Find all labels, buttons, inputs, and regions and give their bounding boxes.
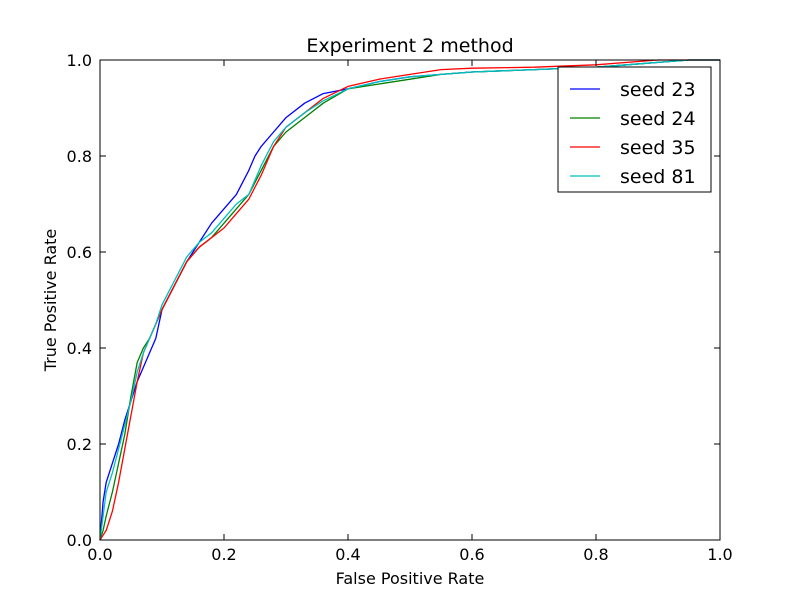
legend-label: seed 81 [620,166,696,188]
x-tick-label: 0.8 [583,545,608,564]
x-tick-label: 0.6 [459,545,484,564]
x-tick-label: 0.2 [211,545,236,564]
legend-label: seed 35 [620,137,696,159]
plot-area-frame [99,59,721,541]
legend-label: seed 24 [620,108,696,130]
series-line-seed-81 [99,59,720,541]
y-tick-label: 0.6 [67,243,92,262]
x-axis-label: False Positive Rate [336,569,485,588]
y-tick-label: 0.8 [67,147,92,166]
y-tick-label: 0.4 [67,339,92,358]
legend-box [557,66,712,193]
series-layer [99,59,720,541]
ticks-layer: 0.0 0.2 0.4 0.6 0.8 1.0 0.0 0.2 0.4 0.6 0.8 1.0 [67,51,733,564]
y-tick-label: 0.0 [67,531,92,550]
chart-title: Experiment 2 method [306,35,513,57]
y-tick-label: 0.2 [67,435,92,454]
series-line-seed-35 [99,59,720,541]
x-tick-label: 0.0 [87,545,112,564]
y-axis-label: True Positive Rate [41,229,60,373]
legend-label: seed 23 [620,79,696,101]
x-tick-label: 1.0 [707,545,732,564]
legend: seed 23 seed 24 seed 35 seed 81 [557,66,712,193]
y-tick-label: 1.0 [67,51,92,70]
x-tick-label: 0.4 [335,545,360,564]
